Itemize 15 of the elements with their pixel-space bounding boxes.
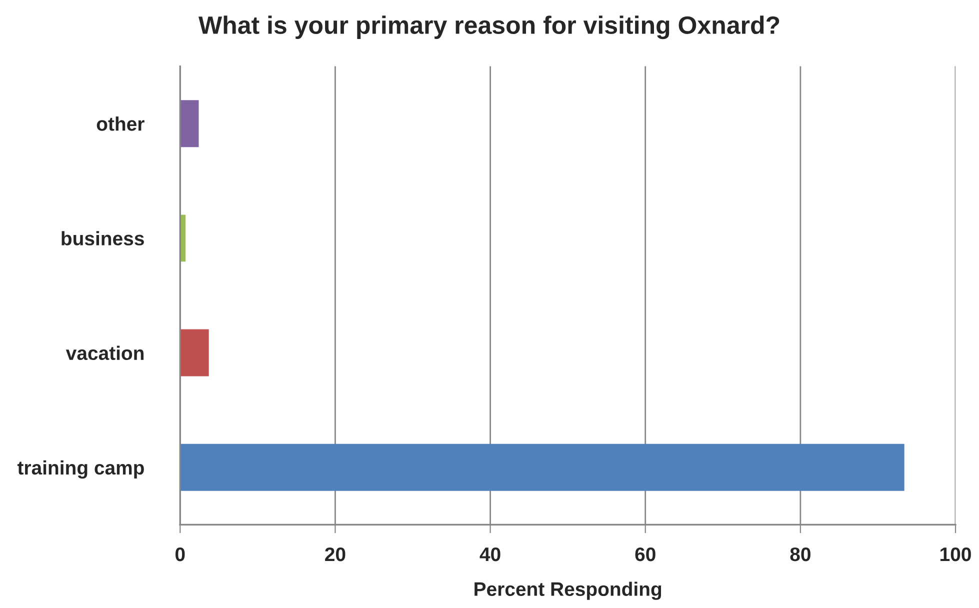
x-axis-title: Percent Responding (474, 582, 662, 600)
x-tick-label: 40 (480, 547, 500, 562)
x-tick-label: 20 (325, 547, 346, 562)
y-tick-label: training camp (17, 460, 144, 479)
bar (180, 100, 199, 148)
y-tick-label: other (96, 116, 144, 131)
y-tick-label: vacation (66, 346, 144, 360)
bar (180, 444, 904, 491)
x-tick-label: 0 (176, 547, 185, 562)
y-tick-label: business (62, 231, 144, 246)
x-tick-label: 80 (790, 547, 810, 562)
x-tick-label: 60 (635, 547, 656, 562)
bar (180, 329, 209, 376)
chart-title: What is your primary reason for visiting Oxnard? (198, 16, 780, 40)
x-tick-label: 100 (940, 547, 971, 562)
